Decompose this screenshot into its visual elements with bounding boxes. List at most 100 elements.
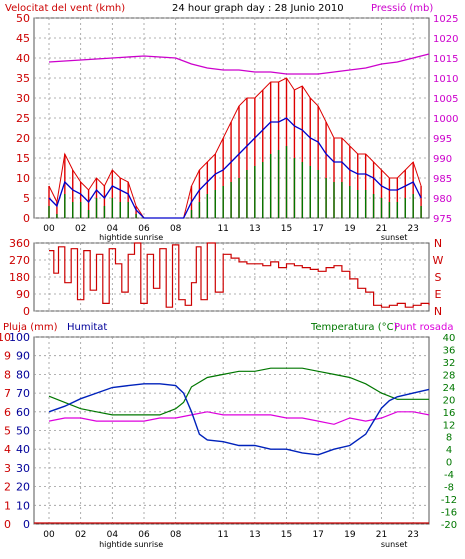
wind-x-tick-23: 23 (407, 224, 418, 234)
wind-x-tick-02: 02 (75, 224, 86, 234)
humidity-x-tick-00: 00 (43, 530, 55, 540)
temperature-y-tick-24: 24 (443, 383, 456, 394)
compass-tick-N-4: N (434, 305, 442, 318)
wind-y-tick-30: 30 (16, 92, 30, 105)
wind-y-tick-40: 40 (16, 52, 30, 65)
wind-x-tick-06: 06 (138, 224, 150, 234)
chart-layer: 0510152025303540455097598098599099510001… (0, 12, 458, 549)
humidity-axis-label: Humitat (67, 322, 107, 333)
humidity-y-tick-0: 0 (23, 518, 30, 531)
dewpoint-line (48, 411, 430, 425)
humidity-y-tick-100: 100 (9, 331, 30, 344)
temperature-y-tick--16: -16 (441, 508, 457, 519)
humidity-y-tick-60: 60 (16, 406, 30, 419)
humidity-y-tick-40: 40 (16, 443, 30, 456)
rain-y-tick-0: 0 (4, 518, 11, 531)
rain-y-tick-2: 2 (4, 481, 11, 494)
humidity-y-tick-10: 10 (16, 499, 30, 512)
temperature-y-tick-36: 36 (443, 345, 456, 356)
humidity-y-tick-90: 90 (16, 350, 30, 363)
temperature-y-tick--4: -4 (444, 470, 454, 481)
temperature-y-tick--12: -12 (441, 495, 457, 506)
humidity-annotation-sunset: sunset (381, 540, 408, 549)
wind-min-series (48, 146, 422, 218)
humidity-x-tick-21: 21 (376, 530, 387, 540)
temperature-y-tick-40: 40 (443, 333, 456, 344)
pressure-y-tick-1020: 1020 (433, 34, 458, 45)
wind-y-tick-50: 50 (16, 12, 30, 25)
pressure-y-tick-980: 980 (433, 194, 452, 205)
wind-x-tick-13: 13 (249, 224, 260, 234)
direction-y-tick-180: 180 (9, 271, 30, 284)
wind-annotation-sunset: sunset (381, 233, 408, 242)
temperature-y-tick-32: 32 (443, 358, 456, 369)
humidity-x-tick-23: 23 (407, 530, 418, 540)
rain-y-tick-4: 4 (4, 443, 11, 456)
rain-y-tick-5: 5 (4, 425, 11, 438)
wind-y-tick-15: 15 (16, 152, 30, 165)
wind-annotation-sunrise: sunrise (134, 233, 163, 242)
humidity-x-tick-06: 06 (138, 530, 150, 540)
pressure-y-tick-985: 985 (433, 174, 452, 185)
pressure-y-tick-1000: 1000 (433, 114, 458, 125)
dewpoint-axis-label: Punt rosada (394, 322, 453, 333)
pressure-title: Pressió (mb) (371, 2, 433, 14)
pressure-y-tick-995: 995 (433, 134, 452, 145)
temperature-y-tick-12: 12 (443, 420, 456, 431)
pressure-line (48, 53, 430, 75)
pressure-y-tick-1010: 1010 (433, 74, 458, 85)
temperature-line (48, 367, 429, 416)
rain-y-tick-6: 6 (4, 406, 11, 419)
wind-x-tick-21: 21 (376, 224, 387, 234)
temperature-y-tick-20: 20 (443, 395, 456, 406)
humidity-y-tick-70: 70 (16, 387, 30, 400)
humidity-annotation-sunrise: sunrise (134, 540, 163, 549)
wind-y-tick-45: 45 (16, 32, 30, 45)
temperature-y-tick-8: 8 (446, 433, 452, 444)
direction-y-tick-90: 90 (16, 288, 30, 301)
humidity-x-tick-17: 17 (312, 530, 323, 540)
graph-title: 24 hour graph day : 28 Junio 2010 (172, 3, 344, 14)
humidity-x-tick-02: 02 (75, 530, 86, 540)
temperature-y-tick-28: 28 (443, 370, 456, 381)
humidity-y-tick-30: 30 (16, 462, 30, 475)
wind-y-tick-25: 25 (16, 112, 30, 125)
rain-y-tick-10: 10 (0, 331, 11, 344)
rain-y-tick-1: 1 (4, 499, 11, 512)
humidity-y-tick-20: 20 (16, 481, 30, 494)
humidity-x-tick-11: 11 (217, 530, 228, 540)
pressure-y-tick-1005: 1005 (433, 94, 458, 105)
humidity-y-tick-50: 50 (16, 425, 30, 438)
temperature-y-tick--20: -20 (441, 520, 457, 531)
humidity-y-tick-80: 80 (16, 368, 30, 381)
temperature-axis-label: Temperatura (°C) (310, 322, 398, 333)
wind-title: Velocitat del vent (kmh) (5, 3, 125, 14)
rain-y-tick-8: 8 (4, 368, 11, 381)
humidity-x-tick-19: 19 (344, 530, 356, 540)
temperature-y-tick--8: -8 (444, 483, 454, 494)
rain-y-tick-3: 3 (4, 462, 11, 475)
temperature-y-tick-16: 16 (443, 408, 456, 419)
compass-tick-N-0: N (434, 237, 442, 250)
direction-y-tick-0: 0 (23, 305, 30, 318)
wind-x-tick-04: 04 (107, 224, 119, 234)
wind-x-tick-19: 19 (344, 224, 356, 234)
wind-y-tick-0: 0 (23, 212, 30, 225)
pressure-y-tick-1025: 1025 (433, 14, 458, 25)
wind-x-tick-08: 08 (170, 224, 182, 234)
rain-y-tick-7: 7 (4, 387, 11, 400)
wind-y-tick-35: 35 (16, 72, 30, 85)
wind-y-tick-20: 20 (16, 132, 30, 145)
wind-x-tick-00: 00 (43, 224, 55, 234)
compass-tick-W-1: W (433, 254, 444, 267)
wind-y-tick-5: 5 (23, 192, 30, 205)
humidity-x-tick-08: 08 (170, 530, 182, 540)
wind-gust-line (48, 77, 422, 219)
temperature-y-tick-0: 0 (446, 458, 452, 469)
rain-y-tick-9: 9 (4, 350, 11, 363)
wind-avg-line (48, 117, 422, 219)
humidity-x-tick-13: 13 (249, 530, 260, 540)
wind-x-tick-11: 11 (217, 224, 228, 234)
humidity-line (48, 383, 430, 456)
